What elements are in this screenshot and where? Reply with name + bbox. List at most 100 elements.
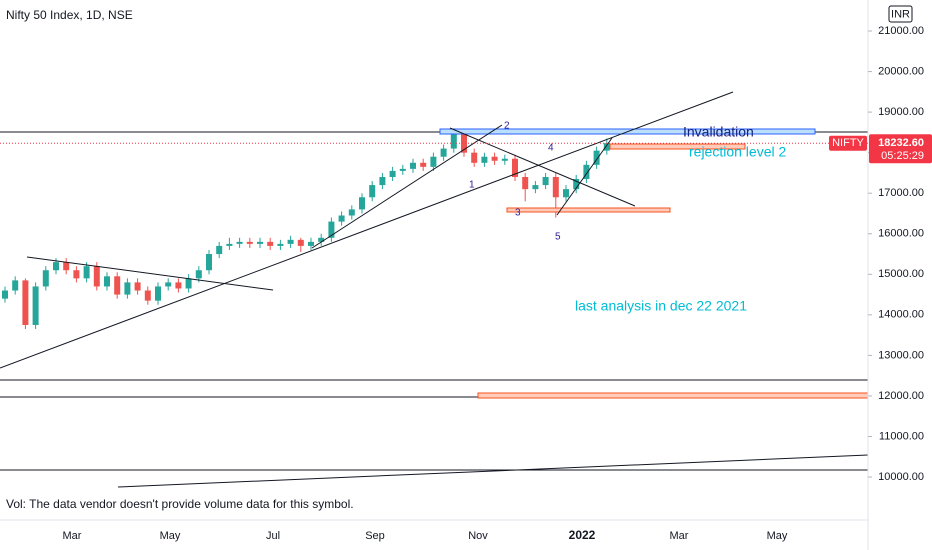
candle-body <box>399 168 406 171</box>
y-tick-label: 16000.00 <box>878 228 924 240</box>
candle-body <box>236 241 243 244</box>
price-tag <box>869 134 932 164</box>
x-tick-label: Nov <box>468 530 488 542</box>
candle-body <box>114 276 121 295</box>
x-tick-label: 2022 <box>569 528 596 542</box>
x-tick-label: Sep <box>365 530 385 542</box>
y-tick-label: 19000.00 <box>878 106 924 118</box>
wave-label: 4 <box>548 143 554 154</box>
currency-box <box>888 5 913 23</box>
candle-body <box>73 270 80 279</box>
candle-body <box>12 280 19 291</box>
volume-box <box>2 495 347 515</box>
candle-body <box>134 282 141 291</box>
x-tick-label: May <box>160 530 181 542</box>
candle-body <box>552 176 559 198</box>
candle-body <box>93 266 100 287</box>
zone <box>477 392 869 399</box>
x-tick-label: Mar <box>670 530 689 542</box>
y-tick-label: 14000.00 <box>878 309 924 321</box>
candle-body <box>450 134 457 149</box>
last-price-label: 18232.60 <box>878 137 924 149</box>
candle-body <box>501 158 508 161</box>
trend-line <box>117 454 869 488</box>
candle-body <box>603 143 610 151</box>
candle-body <box>155 286 161 301</box>
trend-line <box>26 256 274 291</box>
y-tick-label: 21000.00 <box>878 25 924 37</box>
candle-body <box>267 241 274 246</box>
candle-body <box>297 239 304 246</box>
candle-body <box>430 156 437 167</box>
candle-body <box>257 241 263 244</box>
y-tick-label: 11000.00 <box>879 430 924 442</box>
annotation: rejection level 2 <box>689 144 786 160</box>
candle-body <box>216 245 223 255</box>
candle-body <box>461 134 467 153</box>
candle-body <box>522 176 529 190</box>
wave-label: 2 <box>504 121 510 132</box>
candle-body <box>379 176 386 186</box>
candle-body <box>144 290 151 301</box>
candle-body <box>32 286 39 325</box>
x-tick-label: Jul <box>266 530 280 542</box>
countdown: 05:25:29 <box>881 150 924 162</box>
trend-line <box>449 127 636 207</box>
candle-body <box>583 164 590 180</box>
candle-body <box>185 278 192 289</box>
y-tick-label: 15000.00 <box>878 268 924 280</box>
candle-body <box>491 156 498 161</box>
candle-body <box>573 179 580 190</box>
candle-body <box>369 185 376 198</box>
annotation: last analysis in dec 22 2021 <box>575 298 747 314</box>
candle-body <box>42 270 49 287</box>
candle-body <box>328 221 335 238</box>
trend-line <box>0 91 734 369</box>
candle-body <box>471 152 478 163</box>
wave-label: 1 <box>469 180 475 191</box>
volume-note: Vol: The data vendor doesn't provide vol… <box>6 497 354 511</box>
candles <box>2 128 610 330</box>
candle-body <box>165 282 172 287</box>
symbol-label: NIFTY <box>832 137 864 149</box>
candle-body <box>195 270 202 279</box>
candle-body <box>420 162 427 167</box>
y-tick-label: 13000.00 <box>878 349 924 361</box>
y-tick-label: 12000.00 <box>878 390 924 402</box>
candle-body <box>53 262 59 271</box>
y-tick-label: 10000.00 <box>878 471 924 483</box>
y-tick-label: 17000.00 <box>878 187 924 199</box>
wave-label: 3 <box>515 208 521 219</box>
candle-body <box>124 282 131 295</box>
candle-body <box>389 170 396 177</box>
x-tick-label: May <box>767 530 788 542</box>
candle-body <box>226 243 233 246</box>
candle-body <box>2 290 8 299</box>
zone <box>609 143 746 150</box>
trend-line <box>556 137 613 216</box>
candle-body <box>277 243 284 246</box>
candle-body <box>440 148 447 157</box>
candle-body <box>593 150 600 165</box>
candle-body <box>359 197 365 210</box>
candle-body <box>206 254 212 271</box>
candle-body <box>287 239 294 244</box>
title: Nifty 50 Index, 1D, NSE <box>6 8 133 22</box>
candle-body <box>318 237 325 242</box>
candle-body <box>563 189 569 198</box>
candle-body <box>246 241 253 244</box>
candle-body <box>532 185 539 190</box>
candle-body <box>175 282 182 289</box>
y-tick-label: 20000.00 <box>878 65 924 77</box>
wave-label: 5 <box>555 232 561 243</box>
candle-body <box>542 176 549 186</box>
annotation: Invalidation <box>683 124 754 140</box>
candle-body <box>83 266 90 279</box>
candle-body <box>22 280 29 325</box>
candle-body <box>308 241 314 246</box>
candle-body <box>410 162 416 169</box>
candle-body <box>104 276 110 287</box>
